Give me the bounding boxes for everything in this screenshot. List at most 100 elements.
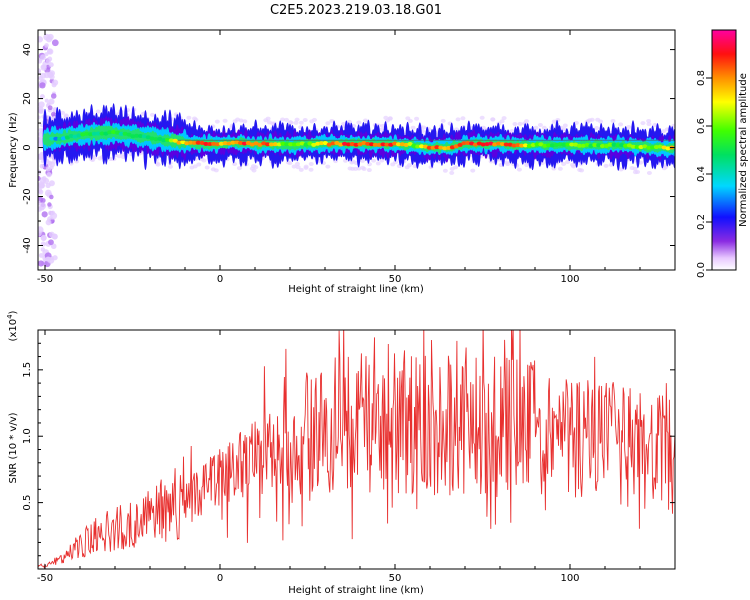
spectrogram-halo [155, 162, 161, 167]
spectrogram-halo [371, 158, 377, 163]
spectrogram-peak [515, 143, 521, 148]
spectrogram-peak [395, 142, 402, 147]
spectrogram-halo [346, 119, 352, 124]
spectrogram-peak [511, 143, 517, 148]
spectrogram-peak [168, 138, 174, 143]
spectrogram-peak [230, 140, 236, 145]
spectrogram-speckle [44, 189, 52, 197]
spectrogram-halo [213, 168, 219, 173]
spectrogram-peak [322, 141, 328, 146]
spectrogram-peak [241, 141, 248, 146]
spectrogram-y-label: Frequency (Hz) [8, 112, 19, 188]
spectrogram-speckle [47, 105, 53, 111]
spectrogram-halo [265, 116, 271, 121]
spectrogram-halo [311, 117, 317, 122]
spectrogram-halo [490, 117, 496, 122]
spectrogram-y-tick-label: -40 [22, 237, 33, 253]
spectrogram-peak [368, 142, 375, 147]
spectrogram-halo [325, 121, 331, 126]
colorbar-ticks: 0.0 0.2 0.4 0.6 0.8 [696, 70, 712, 278]
spectrogram-halo [342, 158, 348, 163]
spectrogram-halo [618, 122, 624, 127]
spectrogram-halo [626, 125, 632, 130]
spectrogram-halo [652, 122, 658, 127]
snr-marks [38, 330, 675, 569]
spectrogram-halo [288, 120, 294, 125]
spectrogram-peak [64, 135, 70, 140]
spectrogram-halo [573, 120, 579, 125]
spectrogram-halo [512, 122, 518, 127]
spectrogram-speckle [40, 234, 47, 241]
spectrogram-speckle [50, 93, 57, 99]
spectrogram-halo [38, 127, 44, 132]
spectrogram-peak [218, 141, 224, 146]
spectrogram-peak [650, 145, 656, 150]
spectrogram-halo [38, 153, 43, 158]
spectrogram-halo [509, 129, 515, 134]
spectrogram-peak [599, 143, 606, 148]
spectrogram-peak [634, 145, 640, 150]
spectrogram-peak [257, 142, 263, 147]
spectrogram-speckle [51, 39, 59, 47]
spectrogram-y-tick-label: 0 [22, 144, 33, 150]
spectrogram-y-tick-label: 40 [22, 43, 33, 56]
spectrogram-halo [499, 119, 505, 124]
spectrogram-peak [334, 141, 340, 146]
spectrogram-halo [635, 169, 641, 174]
spectrogram-halo [565, 160, 571, 165]
spectrogram-x-tick-label: -50 [37, 274, 53, 285]
colorbar-tick-label: 0.8 [696, 70, 707, 86]
spectrogram-halo [407, 118, 413, 123]
spectrogram-halo [378, 127, 384, 132]
spectrogram-peak [318, 141, 325, 146]
spectrogram-marks [38, 33, 675, 268]
spectrogram-halo [533, 125, 539, 130]
spectrogram-speckle [38, 137, 43, 143]
spectrogram-peak [430, 145, 436, 150]
spectrogram-peak [480, 142, 486, 147]
spectrogram-halo [294, 161, 300, 166]
spectrogram-halo [293, 120, 299, 125]
spectrogram-speckle [38, 175, 41, 181]
spectrogram-peak [207, 142, 213, 147]
spectrogram-halo [232, 161, 238, 166]
spectrogram-peak [384, 142, 390, 147]
spectrogram-speckle [40, 64, 47, 71]
spectrogram-peak [419, 144, 425, 149]
spectrogram-peak [91, 131, 97, 136]
spectrogram-halo [440, 118, 446, 123]
spectrogram-peak [95, 131, 101, 136]
spectrogram-halo [298, 120, 304, 125]
spectrogram-speckle [39, 54, 46, 61]
colorbar-tick-label: 0.0 [696, 262, 707, 278]
spectrogram-speckle [41, 211, 48, 218]
spectrogram-halo [393, 160, 399, 165]
spectrogram-speckle [39, 163, 45, 169]
spectrogram-peak [549, 143, 556, 148]
spectrogram-peak [442, 146, 448, 151]
spectrogram-halo [524, 163, 530, 168]
spectrogram-axes: -50 0 50 100 -40 -20 0 20 40 [22, 30, 676, 285]
spectrogram-peak [330, 141, 336, 146]
spectrogram-peak [630, 144, 636, 149]
spectrogram-peak [107, 130, 113, 135]
spectrogram-halo [60, 110, 66, 115]
spectrogram-peak [284, 142, 290, 147]
spectrogram-speckle [47, 257, 55, 264]
spectrogram-halo [361, 166, 367, 171]
spectrogram-halo [674, 125, 675, 128]
spectrogram-peak [522, 143, 529, 148]
spectrogram-speckle [48, 239, 54, 246]
spectrogram-peak [542, 143, 548, 148]
spectrogram-x-tick-label: 100 [560, 274, 579, 285]
spectrogram-peak [126, 132, 132, 137]
spectrogram-speckle [45, 219, 52, 226]
spectrogram-peak [376, 142, 382, 147]
spectrogram-halo [366, 168, 372, 173]
spectrogram-panel: -50 0 50 100 -40 -20 0 20 40 Height of straight … [8, 29, 676, 295]
spectrogram-peak [87, 132, 94, 137]
spectrogram-halo [603, 163, 609, 168]
spectrogram-peak [326, 142, 332, 147]
spectrogram-speckle [39, 94, 45, 100]
spectrogram-peak [118, 131, 124, 136]
